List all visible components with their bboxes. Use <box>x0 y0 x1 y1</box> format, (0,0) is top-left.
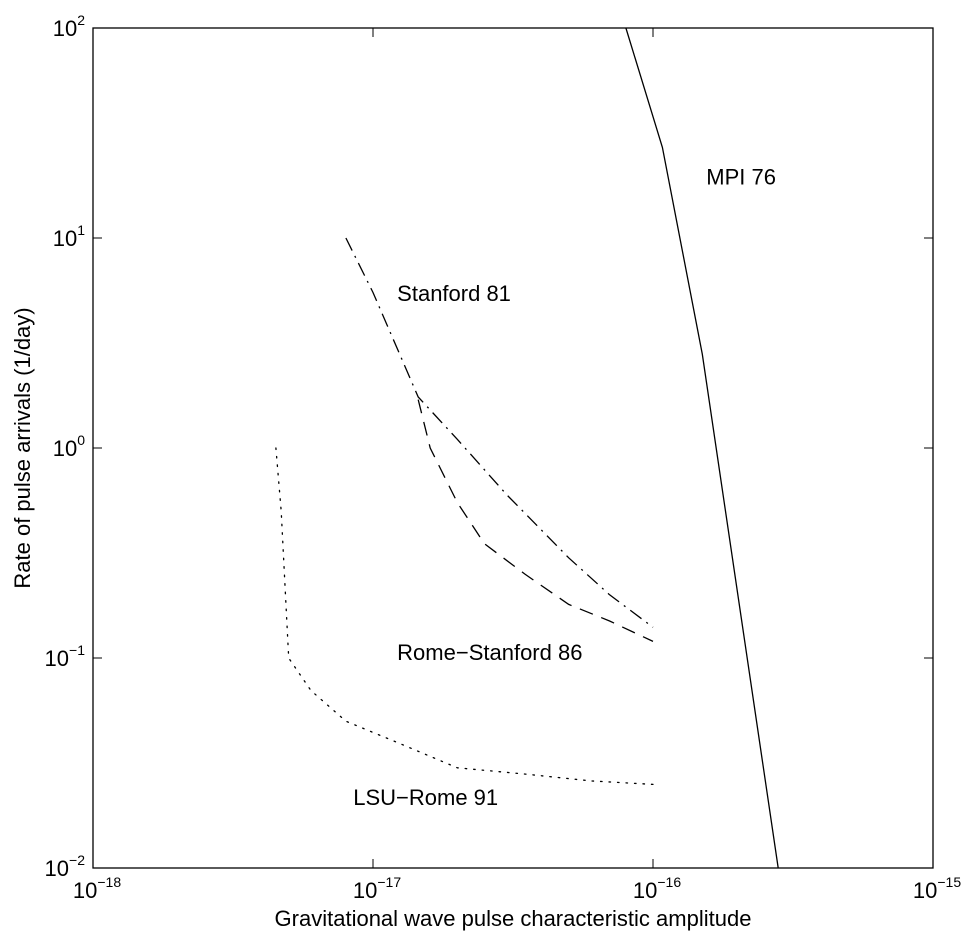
annotation-label: MPI 76 <box>706 164 776 189</box>
x-tick-label: 10−15 <box>913 874 961 903</box>
y-tick-label: 10−1 <box>45 642 86 671</box>
x-axis-label: Gravitational wave pulse characteristic … <box>275 906 752 931</box>
y-axis-label: Rate of pulse arrivals (1/day) <box>10 307 35 588</box>
y-tick-label: 10−2 <box>45 852 86 881</box>
x-tick-label: 10−18 <box>73 874 121 903</box>
plot-frame <box>92 27 934 869</box>
y-tick-label: 101 <box>53 222 85 251</box>
series-line-mpi-76 <box>625 27 779 869</box>
series-line-rome-stanford-86 <box>417 399 654 642</box>
annotation-label: Stanford 81 <box>397 281 511 306</box>
x-tick-label: 10−17 <box>353 874 401 903</box>
annotation-label: Rome−Stanford 86 <box>397 640 582 665</box>
axis-ticks <box>92 27 934 869</box>
annotations: MPI 76 Stanford 81 Rome−Stanford 86 LSU−Rom… <box>353 164 776 809</box>
annotation-label: LSU−Rome 91 <box>353 785 498 810</box>
y-tick-label: 100 <box>53 432 85 461</box>
series-line-lsu-rome-91 <box>275 447 654 786</box>
series-line-stanford-81 <box>345 237 654 628</box>
y-tick-label: 102 <box>53 12 85 41</box>
tick-labels: 10−18 10−17 10−16 10−15 10−2 10−1 100 101 102 <box>45 12 962 903</box>
x-tick-label: 10−16 <box>633 874 681 903</box>
series-group <box>275 27 779 869</box>
